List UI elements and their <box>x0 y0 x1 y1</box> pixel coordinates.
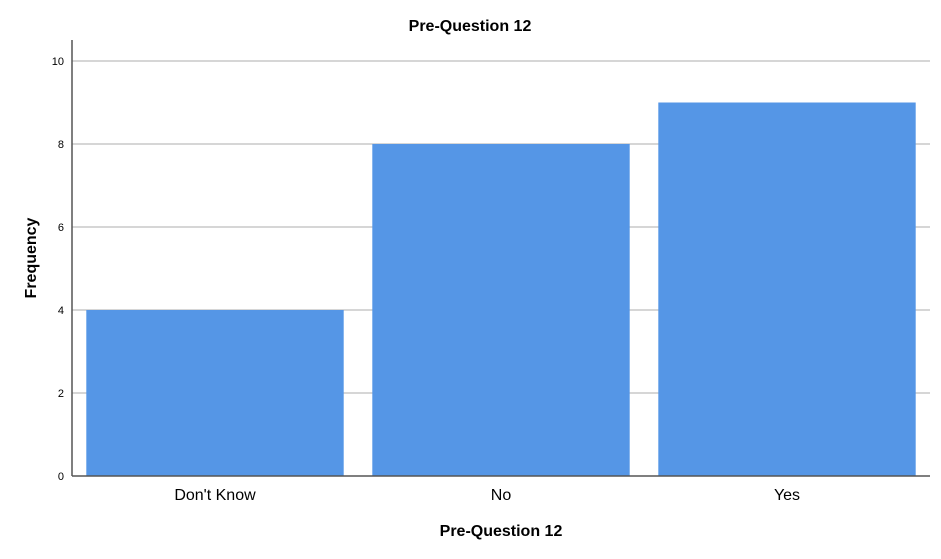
y-tick-label: 8 <box>58 139 64 151</box>
y-tick-label: 2 <box>58 388 64 400</box>
bar <box>658 102 916 476</box>
bars <box>86 102 916 476</box>
chart-title: Pre-Question 12 <box>409 18 532 35</box>
y-axis-title: Frequency <box>23 217 40 298</box>
x-tick-label: No <box>491 487 512 504</box>
y-tick-label: 10 <box>52 56 64 68</box>
y-tick-label: 6 <box>58 222 64 234</box>
x-tick-label: Yes <box>774 487 800 504</box>
y-tick-label: 0 <box>58 471 64 483</box>
y-tick-labels: 0 2 4 6 8 10 <box>52 56 64 483</box>
bar <box>86 310 344 476</box>
x-tick-labels: Don't Know No Yes <box>174 487 800 504</box>
x-axis-title: Pre-Question 12 <box>440 523 563 540</box>
bar <box>372 144 630 476</box>
y-tick-label: 4 <box>58 305 64 317</box>
axes <box>71 40 930 477</box>
x-tick-label: Don't Know <box>174 487 256 504</box>
